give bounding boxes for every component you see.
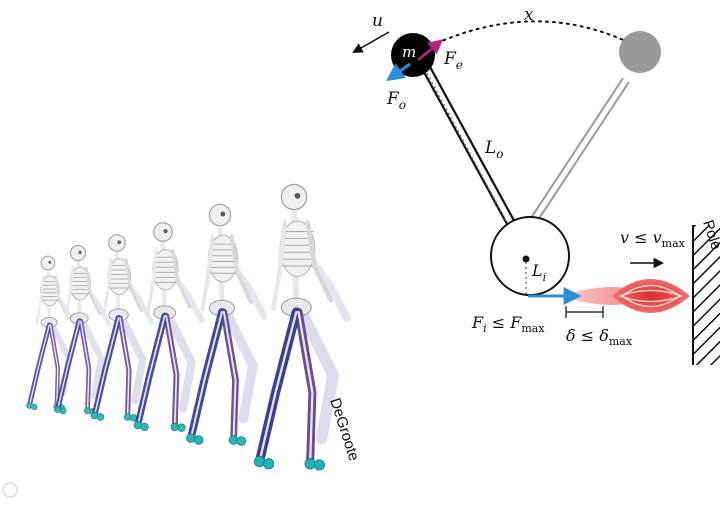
ghost-mass [619,31,661,73]
walking-skeleton-figure [26,255,79,411]
walking-skeleton-sequence [26,183,351,471]
mass-label: m [402,43,416,61]
walking-skeleton-figure [54,244,112,415]
delta-bracket [565,306,604,318]
x-label: x [524,5,534,25]
walking-skeleton-figure [186,203,269,446]
walking-skeleton-figure [133,222,205,432]
pole-wall-icon [692,225,720,365]
delta-constraint-label: δ ≤ δmax [566,326,633,348]
lo-label: Lo [484,138,504,161]
ankle-pivot [522,255,530,263]
trajectory-arc [417,20,633,53]
ghost-pendulum [522,31,661,235]
u-arrow [352,31,390,54]
watermark-icon [2,482,18,498]
fe-arrow [417,39,444,61]
walking-skeleton-figure [90,234,155,422]
fo-arrow [386,62,411,82]
li-label: Li [531,261,546,284]
fi-constraint-label: Fi ≤ Fmax [471,313,545,335]
ankle-joint [490,216,570,296]
fo-label: Fo [386,89,406,112]
walking-skeleton-figure [253,183,351,471]
degroote-label: DeGroote [326,396,362,463]
u-label: u [372,11,383,31]
muscle-spindle-icon [560,279,690,313]
v-constraint-label: v ≤ vmax [620,228,686,250]
main-pendulum [419,59,527,259]
fe-label: Fe [443,49,463,72]
